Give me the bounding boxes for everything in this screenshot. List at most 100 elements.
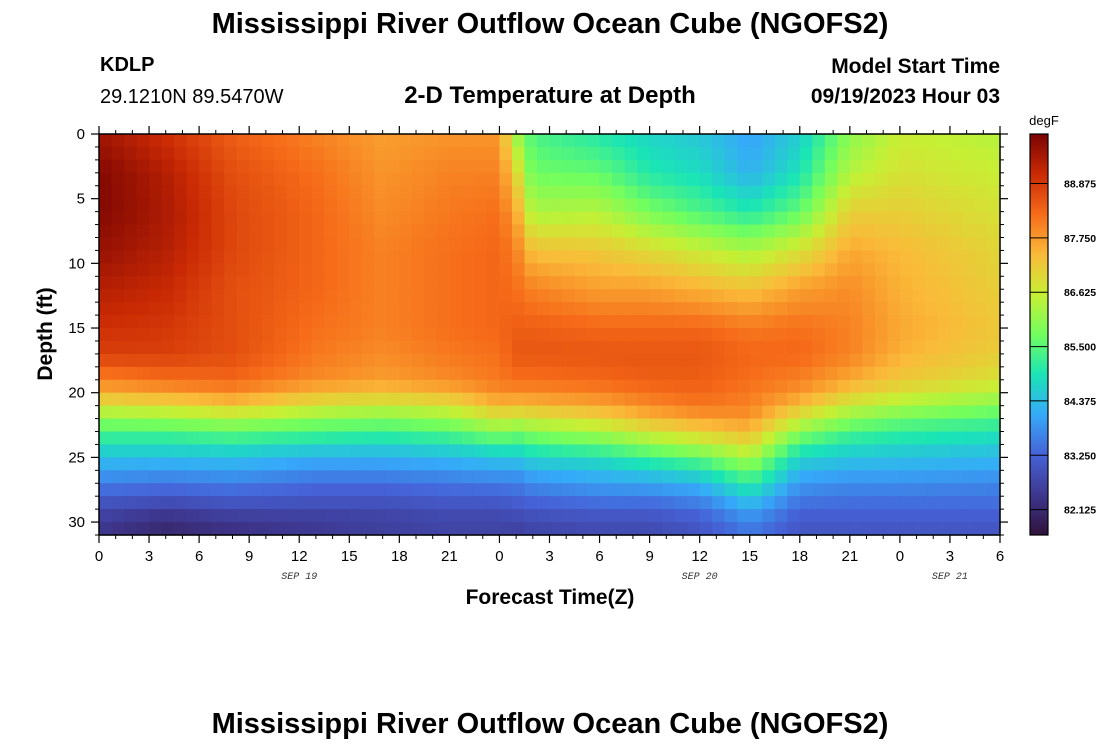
heatmap-cell [224,405,238,420]
heatmap-cell [111,224,125,239]
heatmap-cell [937,470,951,484]
heatmap-cell [199,457,213,471]
heatmap-cell [649,431,663,446]
heatmap-cell [824,392,838,407]
heatmap-cell [949,328,964,342]
heatmap-cell [461,509,476,523]
heatmap-cell [662,289,676,303]
heatmap-cell [386,496,400,510]
heatmap-cell [862,159,876,174]
heatmap-cell [974,146,989,161]
heatmap-cell [274,470,288,484]
heatmap-cell [199,237,213,252]
heatmap-cell [111,237,125,252]
heatmap-cell [824,211,838,226]
heatmap-cell [599,457,613,471]
heatmap-cell [261,172,275,187]
heatmap-cell [787,366,801,381]
heatmap-cell [837,237,851,252]
heatmap-cell [124,405,138,420]
heatmap-cell [624,405,638,420]
heatmap-cell [874,483,888,497]
x-tick-label: 9 [645,548,653,565]
heatmap-cell [612,289,626,303]
heatmap-cell [749,237,763,252]
heatmap-cell [261,134,275,148]
heatmap-cell [987,522,1001,536]
heatmap-cell [924,315,939,329]
heatmap-cell [587,418,601,433]
heatmap-cell [774,379,788,394]
heatmap-cell [236,340,250,355]
heatmap-cell [637,302,651,316]
x-tick-label: 12 [291,548,308,565]
heatmap-cell [637,392,651,407]
heatmap-cell [749,418,763,433]
heatmap-cell [411,431,425,446]
heatmap-cell [662,444,676,458]
heatmap-cell [862,146,876,161]
heatmap-cell [136,457,150,471]
heatmap-cell [499,237,513,252]
heatmap-cell [949,366,964,381]
heatmap-cell [824,328,838,342]
heatmap-cell [99,379,113,394]
heatmap-cell [962,522,976,536]
heatmap-cell [862,353,876,368]
heatmap-cell [587,315,601,329]
heatmap-cell [749,353,763,368]
heatmap-cell [274,172,288,187]
heatmap-cell [987,353,1001,368]
heatmap-cell [261,470,275,484]
heatmap-cell [249,250,263,264]
heatmap-cell [874,496,888,510]
heatmap-cell [774,353,788,368]
heatmap-cell [274,405,288,420]
heatmap-cell [724,302,738,316]
heatmap-cell [111,159,125,174]
x-tick-label: 6 [195,548,203,565]
heatmap-cell [161,431,175,446]
heatmap-cell [174,146,188,161]
heatmap-cell [124,263,138,277]
heatmap-cell [637,457,651,471]
heatmap-cell [687,224,701,239]
colorbar-tick-label: 88.875 [1064,179,1096,191]
heatmap-cell [562,211,576,226]
heatmap-cell [574,289,588,303]
heatmap-cell [849,444,863,458]
heatmap-cell [299,509,313,523]
heatmap-cell [286,263,300,277]
heatmap-cell [424,509,438,523]
heatmap-cell [799,198,813,213]
heatmap-cell [937,328,951,342]
heatmap-cell [274,444,288,458]
heatmap-cell [424,302,438,316]
heatmap-cell [599,315,613,329]
heatmap-cell [562,509,576,523]
heatmap-cell [261,328,275,342]
heatmap-cell [712,289,726,303]
heatmap-cell [912,302,926,316]
heatmap-cell [887,172,901,187]
heatmap-cell [987,315,1001,329]
heatmap-cell [687,250,701,264]
heatmap-cell [837,134,851,148]
heatmap-cell [386,470,400,484]
heatmap-cell [336,146,350,161]
heatmap-cell [386,263,400,277]
heatmap-cell [949,263,964,277]
heatmap-cell [199,340,213,355]
heatmap-cell [674,366,688,381]
heatmap-cell [424,237,438,252]
heatmap-cell [211,263,225,277]
heatmap-cell [824,483,838,497]
heatmap-cell [799,496,813,510]
heatmap-cell [311,366,325,381]
heatmap-cell [136,379,150,394]
heatmap-cell [449,353,463,368]
heatmap-cell [424,457,438,471]
heatmap-cell [124,353,138,368]
heatmap-cell [124,444,138,458]
heatmap-cell [849,146,863,161]
